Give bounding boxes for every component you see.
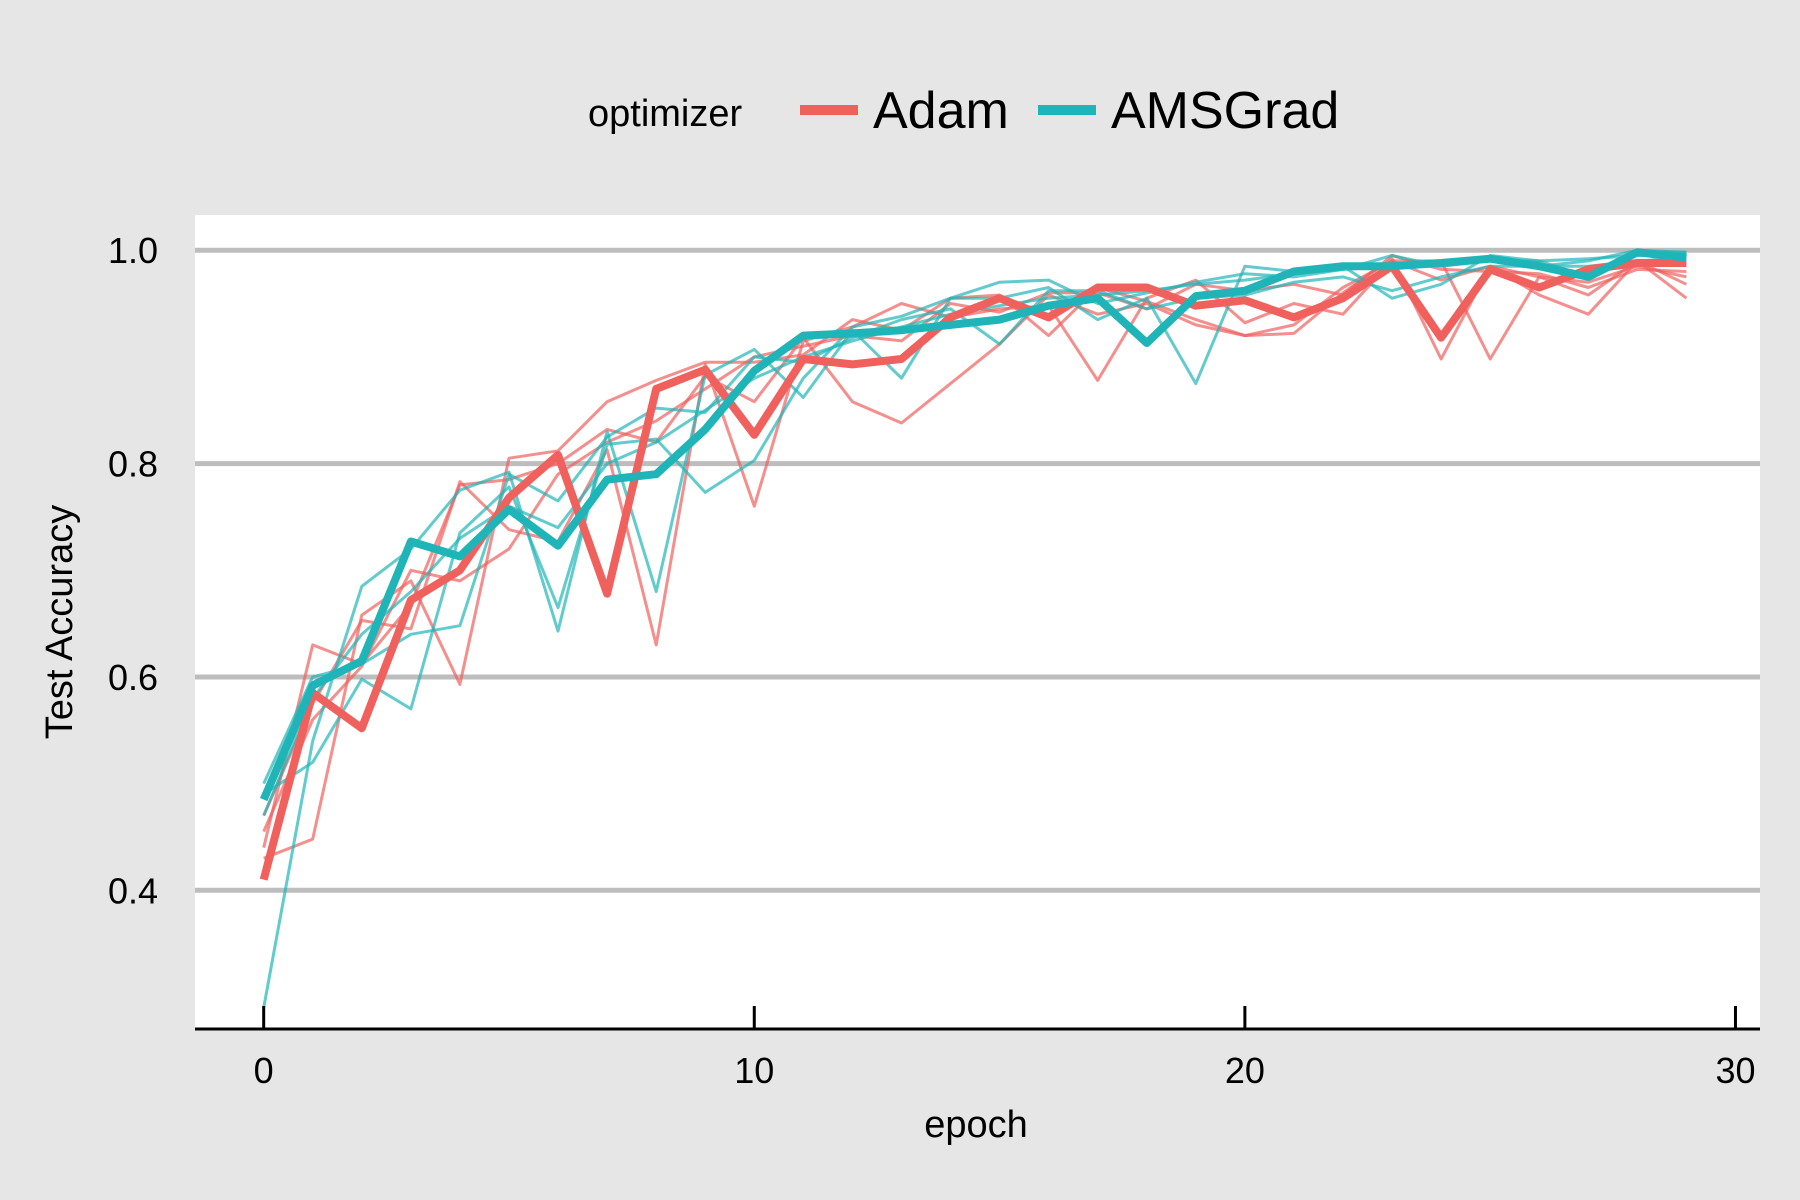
y-tick-label: 0.6 xyxy=(108,657,158,698)
x-tick-label: 30 xyxy=(1715,1050,1755,1091)
series-line-adam-mean xyxy=(259,259,1687,881)
y-tick-label: 1.0 xyxy=(108,230,158,271)
legend-label-amsgrad: AMSGrad xyxy=(1111,82,1339,140)
x-tick-label: 10 xyxy=(734,1050,774,1091)
series-line-amsgrad-mean xyxy=(260,248,1687,802)
legend-label-adam: Adam xyxy=(873,82,1009,140)
x-tick-label: 20 xyxy=(1225,1050,1265,1091)
legend: optimizer Adam AMSGrad xyxy=(588,82,1339,140)
series-line-amsgrad-run xyxy=(262,256,1687,785)
legend-title: optimizer xyxy=(588,93,742,135)
series-line-adam-run xyxy=(262,257,1687,848)
x-axis-title: epoch xyxy=(924,1104,1028,1146)
plot-panel xyxy=(195,215,1760,1029)
x-tick-label: 0 xyxy=(254,1050,274,1091)
y-tick-label: 0.8 xyxy=(108,444,158,485)
y-axis-ticks: 0.4 0.6 0.8 1.0 xyxy=(108,230,158,911)
x-axis-ticks: 0 10 20 30 xyxy=(254,1006,1755,1091)
y-axis-title: Test Accuracy xyxy=(39,505,81,739)
series-line-amsgrad-run xyxy=(262,250,1687,1008)
y-tick-label: 0.4 xyxy=(108,870,158,911)
series-means xyxy=(259,248,1687,881)
